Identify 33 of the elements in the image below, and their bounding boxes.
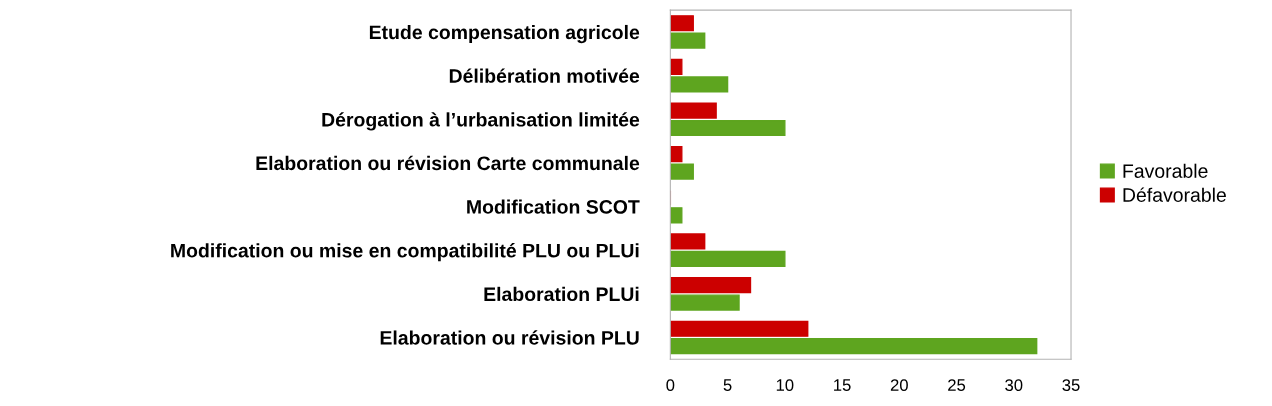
bar bbox=[670, 58, 683, 76]
bar bbox=[670, 233, 706, 250]
x-tick-label: 15 bbox=[834, 379, 851, 391]
y-tick-label: Modification SCOT bbox=[467, 199, 640, 214]
bar bbox=[670, 76, 729, 93]
bar bbox=[670, 338, 1038, 355]
x-tick-label: 35 bbox=[1062, 379, 1080, 391]
x-tick-label: 10 bbox=[776, 379, 794, 391]
bar bbox=[670, 320, 809, 337]
y-tick-label: Elaboration PLUi bbox=[484, 286, 639, 302]
y-tick-label: Délibération motivée bbox=[449, 68, 640, 83]
bar bbox=[670, 32, 706, 49]
x-tick-label: 5 bbox=[723, 379, 732, 391]
y-tick-label: Elaboration ou révision PLU bbox=[380, 330, 639, 345]
bar bbox=[670, 102, 717, 119]
y-tick-label: Modification ou mise en compatibilité PLU ou PLUi bbox=[171, 243, 639, 262]
y-tick-label: Etude compensation agricole bbox=[369, 24, 640, 44]
bar bbox=[670, 207, 683, 224]
legend-label: Favorable bbox=[1123, 163, 1208, 178]
bar bbox=[670, 146, 683, 163]
x-tick-label: 25 bbox=[948, 379, 966, 391]
x-tick-label: 20 bbox=[890, 379, 908, 391]
bar bbox=[670, 250, 786, 268]
bar bbox=[670, 276, 752, 294]
y-tick-label: Elaboration ou révision Carte communale bbox=[256, 155, 640, 171]
legend-label: Défavorable bbox=[1123, 187, 1226, 202]
bar bbox=[670, 163, 694, 180]
bar bbox=[670, 15, 694, 32]
y-tick-label: Dérogation à l’urbanisation limitée bbox=[322, 112, 640, 131]
x-tick-label: 30 bbox=[1005, 379, 1023, 391]
x-tick-label: 0 bbox=[666, 379, 675, 391]
bar bbox=[670, 119, 786, 137]
bar bbox=[670, 294, 740, 311]
